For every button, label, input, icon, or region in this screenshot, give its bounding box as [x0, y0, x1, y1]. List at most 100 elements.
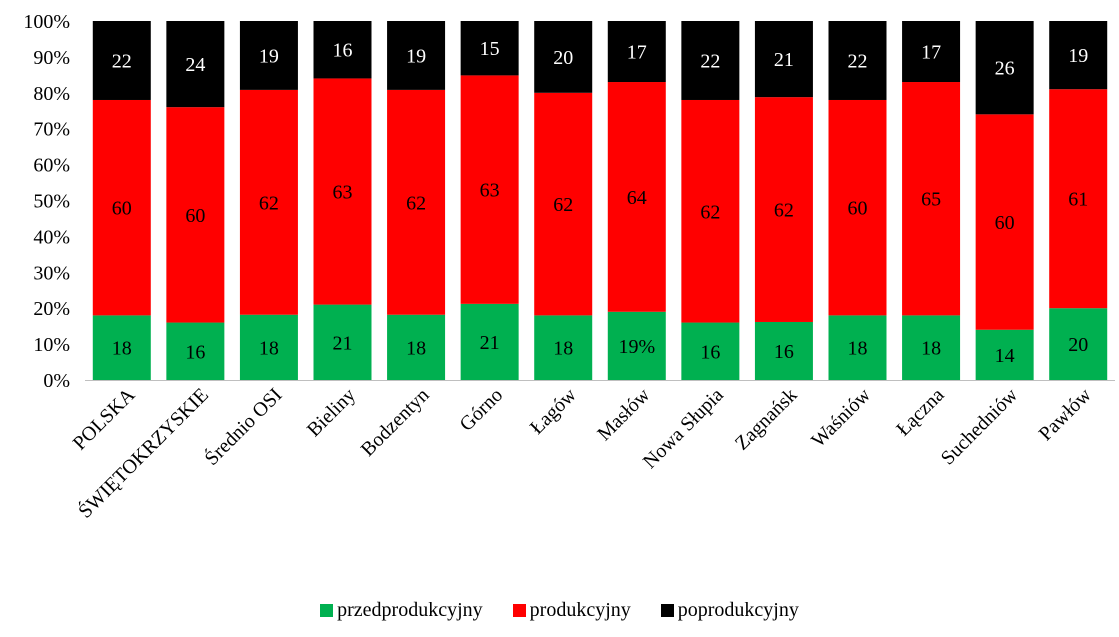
data-label: 22 [700, 50, 720, 72]
data-label: 21 [774, 49, 794, 71]
legend-item-poprodukcyjny: poprodukcyjny [660, 598, 799, 622]
x-tick-label: Nowa Słupia [639, 384, 728, 473]
stacked-bar-chart: 0% 10% 20% 30% 40% 50% 60% 70% 80% 90% 100% 18 60 22… [23, 11, 1115, 523]
x-tick-label: Górno [455, 384, 507, 436]
bar-segment-przedprodukcyjny [387, 314, 446, 380]
y-tick-label: 60% [33, 155, 70, 177]
data-label: 19% [618, 336, 655, 358]
data-label: 60 [112, 198, 132, 220]
bar-segment-przedprodukcyjny [1049, 308, 1108, 380]
bar-segment-przedprodukcyjny [239, 314, 298, 380]
data-label: 18 [553, 338, 573, 360]
bar-segment-poprodukcyjny [975, 21, 1034, 115]
bar-segment-produkcyjny [902, 82, 961, 316]
bar-segment-przedprodukcyjny [828, 315, 887, 380]
data-label: 64 [627, 187, 647, 209]
data-label: 20 [1068, 334, 1088, 356]
data-label: 14 [995, 345, 1015, 367]
bar-segment-przedprodukcyjny [681, 322, 740, 380]
bar-segment-produkcyjny [387, 89, 446, 315]
bar-segment-przedprodukcyjny [975, 329, 1034, 380]
bar-segment-produkcyjny [681, 99, 740, 323]
y-tick-label: 20% [33, 298, 70, 320]
bar-segment-poprodukcyjny [754, 21, 813, 98]
data-label: 16 [774, 341, 794, 363]
data-label: 63 [333, 182, 353, 204]
x-tick-label: Łagów [526, 384, 581, 439]
legend-label: produkcyjny [529, 598, 631, 621]
bars [92, 21, 1108, 380]
data-label: 17 [627, 42, 647, 64]
legend-label: poprodukcyjny [677, 598, 799, 621]
y-tick-label: 10% [33, 334, 70, 356]
bar-segment-produkcyjny [607, 82, 666, 312]
bar-segment-poprodukcyjny [239, 21, 298, 90]
bar-segment-poprodukcyjny [534, 21, 593, 93]
data-label: 16 [185, 341, 205, 363]
x-tick-label: POLSKA [69, 384, 140, 455]
bar-segment-poprodukcyjny [681, 21, 740, 100]
data-label: 60 [185, 205, 205, 227]
bar-segment-produkcyjny [460, 75, 519, 304]
bar-segment-produkcyjny [313, 78, 372, 305]
data-labels: 18 60 22 16 60 24 18 62 19 21 63 16 18 62 19 21 63 15 18 62… [112, 38, 1088, 367]
data-label: 26 [995, 58, 1015, 80]
bar-segment-przedprodukcyjny [607, 311, 666, 380]
data-label: 22 [848, 50, 868, 72]
legend-item-produkcyjny: produkcyjny [512, 598, 631, 622]
data-label: 16 [700, 341, 720, 363]
bar-segment-przedprodukcyjny [92, 315, 151, 380]
bar-segment-przedprodukcyjny [754, 321, 813, 380]
legend: przedprodukcyjny produkcyjny poprodukcyj… [0, 595, 1119, 625]
y-tick-label: 0% [43, 370, 70, 392]
bar-segment-produkcyjny [534, 92, 593, 316]
bar-segment-produkcyjny [975, 114, 1034, 330]
data-label: 21 [333, 332, 353, 354]
data-label: 19 [406, 45, 426, 67]
legend-item-przedprodukcyjny: przedprodukcyjny [320, 599, 483, 622]
data-label: 21 [480, 332, 500, 354]
data-label: 22 [112, 50, 132, 72]
x-tick-label: Średnio OSI [199, 383, 286, 470]
bar-segment-poprodukcyjny [1049, 21, 1108, 90]
data-label: 20 [553, 47, 573, 69]
data-label: 62 [553, 194, 573, 216]
data-label: 62 [774, 200, 794, 222]
x-tick-label: Łączna [892, 384, 948, 440]
bar-segment-produkcyjny [754, 97, 813, 322]
bar-segment-przedprodukcyjny [313, 304, 372, 380]
data-label: 62 [406, 192, 426, 214]
data-label: 17 [921, 42, 941, 64]
y-axis: 0% 10% 20% 30% 40% 50% 60% 70% 80% 90% 100% [23, 11, 70, 392]
bar-segment-przedprodukcyjny [166, 322, 225, 380]
bar-segment-przedprodukcyjny [534, 315, 593, 380]
y-tick-label: 30% [33, 262, 70, 284]
data-label: 60 [995, 212, 1015, 234]
data-label: 62 [259, 192, 279, 214]
bar-segment-poprodukcyjny [313, 21, 372, 79]
x-tick-label: Suchedniów [937, 384, 1023, 470]
data-label: 19 [259, 45, 279, 67]
x-tick-label: Zagnańsk [731, 384, 802, 455]
data-label: 62 [700, 201, 720, 223]
x-tick-label: ŚWIĘTOKRZYSKIE [73, 383, 213, 523]
legend-swatch [512, 603, 526, 617]
bar-segment-poprodukcyjny [92, 21, 151, 100]
legend-label: przedprodukcyjny [337, 598, 483, 621]
y-tick-label: 50% [33, 191, 70, 213]
x-tick-label: Waśniów [807, 384, 875, 452]
data-label: 19 [1068, 45, 1088, 67]
legend-swatch [320, 603, 334, 617]
x-tick-label: Bodzentyn [357, 384, 434, 461]
data-label: 15 [480, 38, 500, 60]
legend-swatch [660, 603, 674, 617]
bar-segment-produkcyjny [166, 107, 225, 323]
x-tick-label: Pawłów [1035, 384, 1097, 446]
bar-segment-produkcyjny [239, 89, 298, 315]
bar-segment-przedprodukcyjny [902, 315, 961, 380]
x-tick-label: Masłów [593, 384, 655, 446]
y-tick-label: 70% [33, 119, 70, 141]
data-label: 61 [1068, 189, 1088, 211]
data-label: 18 [406, 337, 426, 359]
